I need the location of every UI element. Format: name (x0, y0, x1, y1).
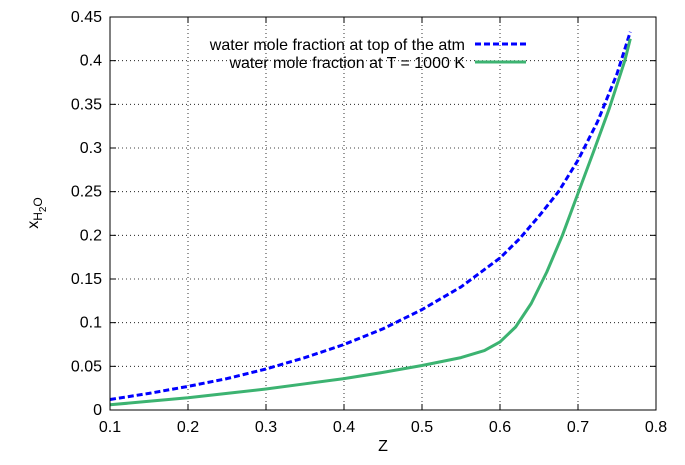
y-axis-label-sub-2: 2 (38, 206, 49, 212)
plot-frame (109, 16, 657, 411)
x-tick-label: 0.5 (411, 419, 433, 436)
y-tick-label: 0.4 (80, 53, 102, 70)
y-tick-label: 0 (93, 402, 102, 419)
y-tick-label: 0.35 (71, 96, 102, 113)
svg-text:xH2O: xH2O (25, 197, 49, 229)
series-line-1 (109, 38, 632, 407)
legend-label-top-of-atm: water mole fraction at top of the atm (209, 37, 465, 54)
x-tick-label: 0.3 (255, 419, 277, 436)
x-tick-label: 0.1 (99, 419, 121, 436)
series-lines (109, 31, 632, 407)
y-tick-label: 0.2 (80, 227, 102, 244)
y-tick-label: 0.1 (80, 315, 102, 332)
ticks: 0.1 0.2 0.3 0.4 0.5 0.6 0.7 0.8 0 0.05 0.1 0.15 0.2 0… (71, 9, 667, 436)
y-axis-label: xH2O (25, 197, 49, 229)
y-axis-label-sub-h: H (31, 212, 45, 221)
y-tick-label: 0.05 (71, 358, 102, 375)
x-tick-label: 0.6 (489, 419, 511, 436)
y-tick-label: 0.45 (71, 9, 102, 26)
grid (110, 17, 656, 410)
x-tick-label: 0.4 (333, 419, 355, 436)
x-tick-label: 0.8 (645, 419, 667, 436)
x-axis-label: Z (378, 438, 388, 455)
legend-label-1000k: water mole fraction at T = 1000 K (228, 55, 465, 72)
x-tick-label: 0.7 (567, 419, 589, 436)
y-axis-label-base: x (25, 221, 42, 229)
series-line-0 (109, 31, 632, 401)
y-axis-label-sub-o: O (31, 197, 45, 206)
y-tick-label: 0.3 (80, 140, 102, 157)
y-tick-label: 0.15 (71, 271, 102, 288)
x-tick-label: 0.2 (177, 419, 199, 436)
y-tick-label: 0.25 (71, 184, 102, 201)
legend: water mole fraction at top of the atm wa… (209, 37, 526, 72)
